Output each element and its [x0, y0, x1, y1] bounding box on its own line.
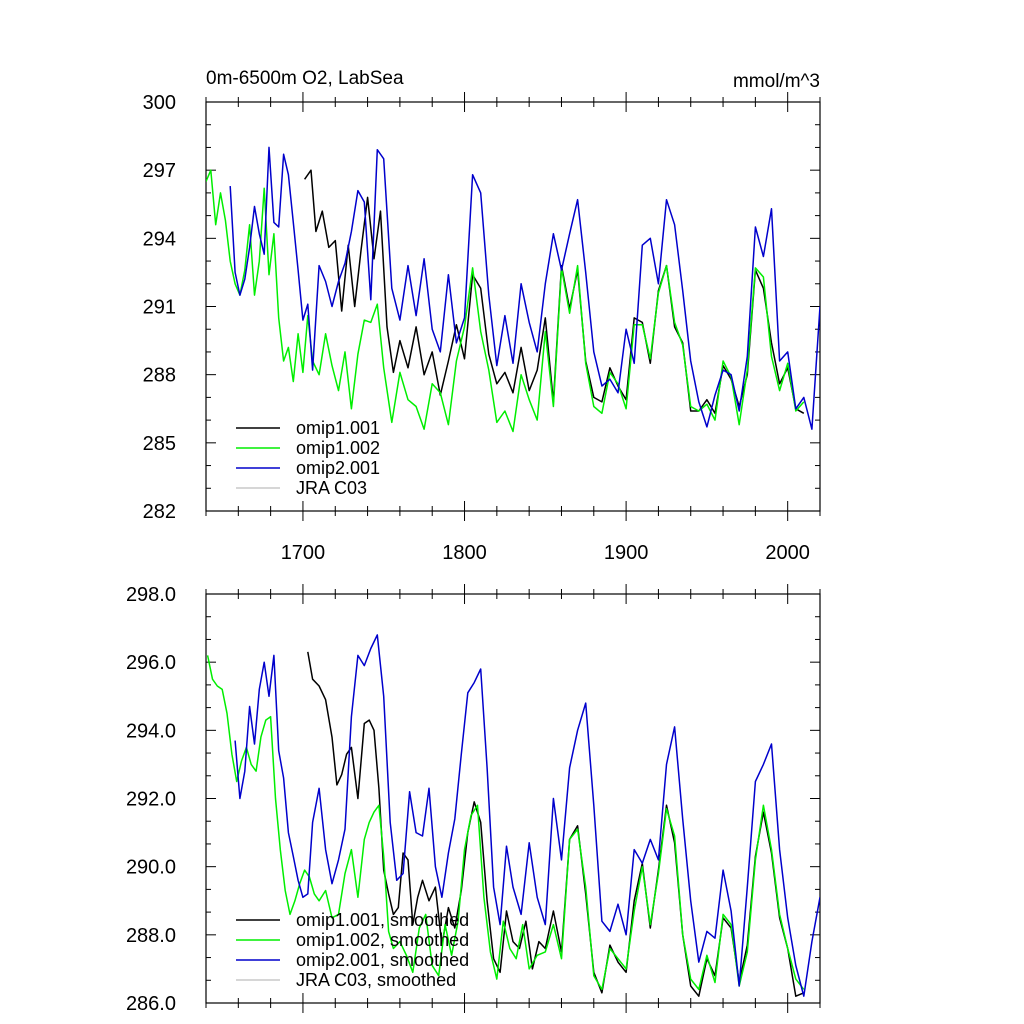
legend-label: JRA C03 [296, 478, 367, 498]
series-line-1 [307, 651, 805, 997]
bottom-panel: 286.0 288.0 290.0 292.0 294.0 296.0 298.0 omip1… [126, 584, 821, 1015]
y-tick-label: 282 [143, 501, 176, 523]
legend-label: omip1.001, smoothed [296, 910, 469, 930]
x-tick-label: 2000 [765, 542, 810, 564]
y-tick-label: 286.0 [126, 993, 176, 1015]
series-line-2 [206, 169, 805, 433]
series-line-3 [234, 634, 820, 997]
legend-label: omip1.002, smoothed [296, 930, 469, 950]
legend-label: omip1.002 [296, 438, 380, 458]
y-tick-label: 288.0 [126, 925, 176, 947]
y-tick-label: 294.0 [126, 720, 176, 742]
series-line-3 [229, 146, 820, 430]
y-tick-label: 290.0 [126, 857, 176, 879]
y-tick-label: 294 [143, 228, 176, 250]
y-tick-label: 292.0 [126, 789, 176, 811]
y-tick-label: 296.0 [126, 652, 176, 674]
x-tick-label: 1900 [604, 542, 649, 564]
y-tick-label: 285 [143, 433, 176, 455]
y-tick-label: 300 [143, 92, 176, 114]
x-tick-label: 1700 [281, 542, 326, 564]
y-tick-label: 298.0 [126, 584, 176, 606]
legend-label: JRA C03, smoothed [296, 970, 456, 990]
y-tick-label: 291 [143, 297, 176, 319]
legend-label: omip2.001 [296, 458, 380, 478]
top-panel: 282 285 288 291 294 297 300 1700 1800 1900 2000 0m-… [143, 68, 821, 564]
units-label: mmol/m^3 [733, 71, 820, 92]
legend-label: omip2.001, smoothed [296, 950, 469, 970]
x-tick-label: 1800 [442, 542, 487, 564]
y-tick-label: 288 [143, 365, 176, 387]
y-tick-label: 297 [143, 160, 176, 182]
series-line-1 [303, 169, 805, 415]
series-line-2 [206, 655, 805, 991]
legend-label: omip1.001 [296, 418, 380, 438]
chart-title: 0m-6500m O2, LabSea [206, 68, 404, 89]
